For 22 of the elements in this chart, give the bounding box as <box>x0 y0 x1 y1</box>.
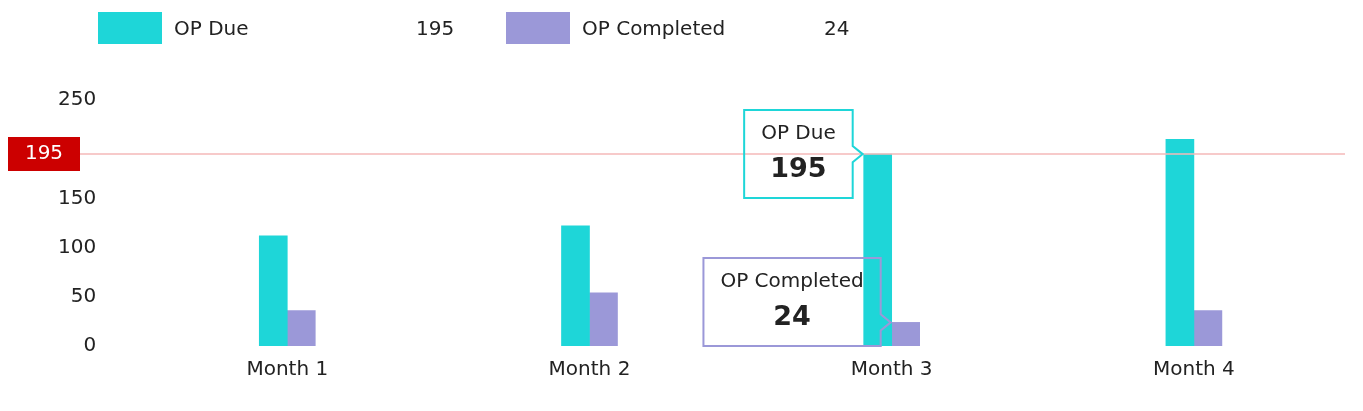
legend-label: OP Completed <box>582 16 727 40</box>
x-tick-label: Month 4 <box>1153 356 1235 381</box>
annotation: OP Due 195 <box>761 120 836 184</box>
y-tick-label: 150 <box>57 184 97 209</box>
x-tick-label: Month 3 <box>850 356 933 381</box>
text: 195 <box>416 16 456 40</box>
annotation: OP Completed 24 <box>720 268 864 332</box>
bar <box>561 225 590 346</box>
y-tick-label: 100 <box>57 233 97 258</box>
bar <box>286 310 316 346</box>
ref-line-label: 195 <box>24 140 64 165</box>
legend-label: OP Due <box>174 16 250 40</box>
y-tick-label: 0 <box>83 332 97 357</box>
text: 24 <box>824 16 851 40</box>
x-tick-label: Month 1 <box>246 356 329 381</box>
bar <box>1193 310 1223 346</box>
x-tick-label: Month 2 <box>548 356 631 381</box>
bar <box>1165 139 1195 346</box>
y-tick-label: 250 <box>57 86 97 111</box>
bar <box>258 235 288 346</box>
y-tick-label: 50 <box>70 283 97 307</box>
bar <box>589 292 618 346</box>
